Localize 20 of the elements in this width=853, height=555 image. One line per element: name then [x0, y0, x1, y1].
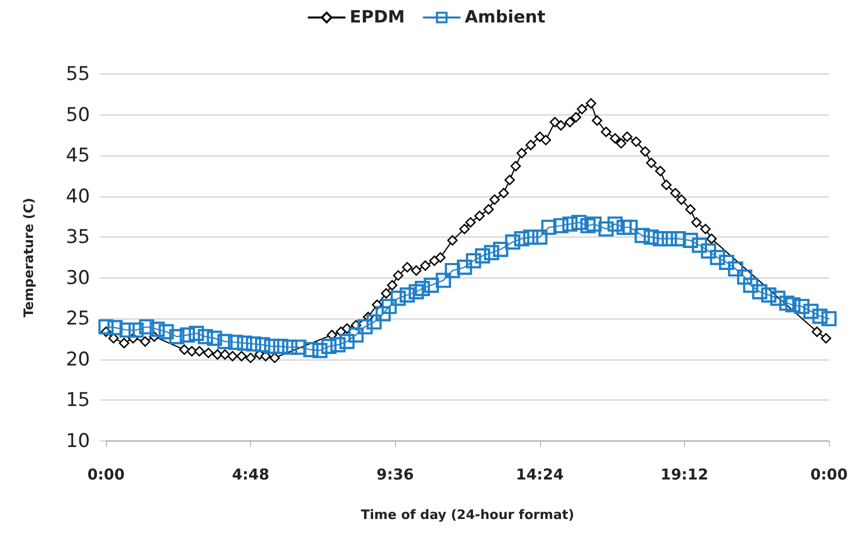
- x-tick-label: 9:36: [376, 466, 414, 484]
- y-tick-label: 40: [66, 185, 90, 208]
- y-tick-label: 25: [66, 308, 90, 330]
- y-tick-label: 45: [66, 144, 90, 167]
- x-axis-title: Time of day (24-hour format): [360, 508, 574, 523]
- y-tick-label: 30: [66, 266, 90, 289]
- legend-label: EPDM: [350, 8, 405, 28]
- y-tick-label: 55: [66, 63, 90, 85]
- legend-label: Ambient: [464, 8, 546, 28]
- y-tick-label: 35: [66, 226, 90, 248]
- x-tick-label: 19:12: [660, 466, 708, 484]
- y-tick-label: 10: [66, 430, 90, 452]
- x-tick-label: 14:24: [516, 466, 564, 484]
- x-tick-label: 0:00: [810, 466, 848, 484]
- x-tick-label: 4:48: [232, 466, 270, 484]
- x-tick-label: 0:00: [87, 466, 125, 484]
- y-tick-label: 50: [66, 104, 90, 126]
- y-tick-label: 15: [66, 389, 90, 412]
- y-tick-label: 20: [66, 348, 90, 370]
- y-axis-title: Temperature (C): [22, 198, 37, 318]
